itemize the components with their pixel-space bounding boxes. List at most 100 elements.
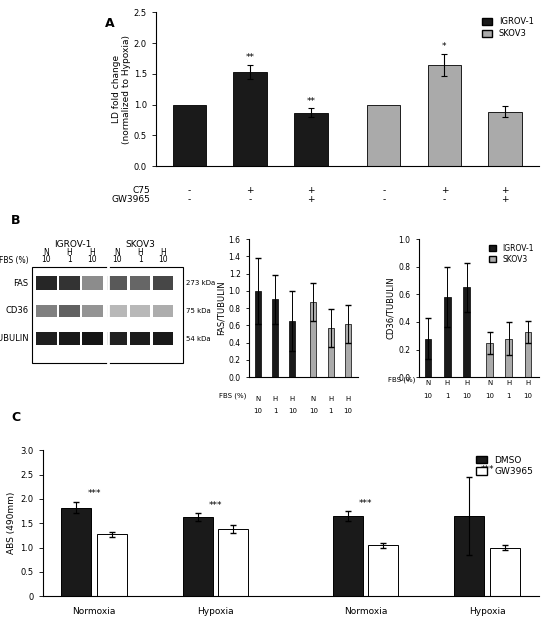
Bar [172,104,206,166]
Text: H: H [273,396,277,402]
Text: 273 kDa: 273 kDa [187,280,215,286]
Text: Hypoxia: Hypoxia [197,607,234,616]
Text: 10: 10 [344,407,353,414]
Bar [368,545,398,596]
Bar [32,266,183,363]
Text: Normoxia: Normoxia [344,607,387,616]
Bar [36,332,57,345]
Text: ***: *** [358,499,372,507]
Bar [333,516,363,596]
Text: 75 kDa: 75 kDa [187,308,211,314]
Text: 1: 1 [273,407,277,414]
Bar [153,332,174,345]
Text: *: * [442,42,447,51]
Bar [107,276,127,290]
Bar [294,112,327,166]
Text: -: - [382,186,385,195]
Bar [367,104,400,166]
Bar [255,291,261,378]
Bar [59,332,79,345]
Text: A: A [105,17,115,30]
Text: H: H [345,396,351,402]
Text: N: N [311,396,316,402]
Text: ***: *** [209,501,222,510]
Text: 10: 10 [462,392,471,399]
Text: 1: 1 [138,255,143,264]
Bar [425,338,431,378]
Bar [130,305,151,317]
Text: ***: *** [480,465,494,474]
Text: -: - [443,195,446,204]
Text: N: N [425,380,431,386]
Text: 10: 10 [253,407,262,414]
Text: 1: 1 [329,407,333,414]
Text: 10: 10 [309,407,318,414]
Bar [310,302,317,378]
Bar [428,65,461,166]
Text: ***: *** [87,489,101,499]
Text: 10: 10 [424,392,432,399]
Text: H: H [444,380,450,386]
Text: 10: 10 [288,407,297,414]
Text: FBS (%): FBS (%) [388,376,416,383]
Text: IGROV-1: IGROV-1 [54,240,91,248]
Bar [524,332,531,378]
Text: H: H [526,380,530,386]
Bar [183,517,213,596]
Text: +: + [502,195,509,204]
Text: 54 kDa: 54 kDa [187,335,211,342]
Legend: IGROV-1, SKOV3: IGROV-1, SKOV3 [481,17,534,39]
Text: B: B [11,214,20,227]
Text: TUBULIN: TUBULIN [0,334,29,343]
Text: H: H [290,396,295,402]
Legend: IGROV-1, SKOV3: IGROV-1, SKOV3 [488,243,535,265]
Text: 1: 1 [506,392,511,399]
Text: N: N [255,396,261,402]
Text: FBS (%): FBS (%) [0,256,29,265]
Bar [97,535,127,596]
Bar [505,338,512,378]
Bar [454,516,484,596]
Text: H: H [506,380,511,386]
Bar [289,321,295,378]
Text: CD36: CD36 [5,306,29,315]
Text: FAS: FAS [14,279,29,288]
Bar [59,276,79,290]
Text: Hypoxia: Hypoxia [469,607,505,616]
Text: 10: 10 [113,255,122,264]
Bar [486,343,493,378]
Text: 10: 10 [523,392,533,399]
Text: -: - [382,195,385,204]
Bar [59,305,79,317]
Bar [463,288,470,378]
Text: +: + [441,186,448,195]
Bar [130,332,151,345]
Bar [345,324,351,378]
Bar [489,112,522,166]
Bar [444,297,450,378]
Bar [130,276,151,290]
Bar [82,332,103,345]
Text: 10: 10 [88,255,97,264]
Bar [153,305,174,317]
Text: 1: 1 [445,392,449,399]
Text: **: ** [306,97,316,106]
Bar [82,276,103,290]
Text: 10: 10 [41,255,51,264]
Bar [490,548,520,596]
Text: C75: C75 [132,186,150,195]
Text: 1: 1 [67,255,72,264]
Text: 10: 10 [485,392,494,399]
Text: +: + [307,195,314,204]
Text: -: - [188,195,191,204]
Text: 10: 10 [158,255,168,264]
Text: H: H [464,380,469,386]
Bar [36,276,57,290]
Text: H: H [90,248,95,257]
Text: +: + [246,186,254,195]
Text: H: H [328,396,333,402]
Bar [107,332,127,345]
Text: H: H [66,248,72,257]
Bar [61,507,91,596]
Text: -: - [249,195,252,204]
